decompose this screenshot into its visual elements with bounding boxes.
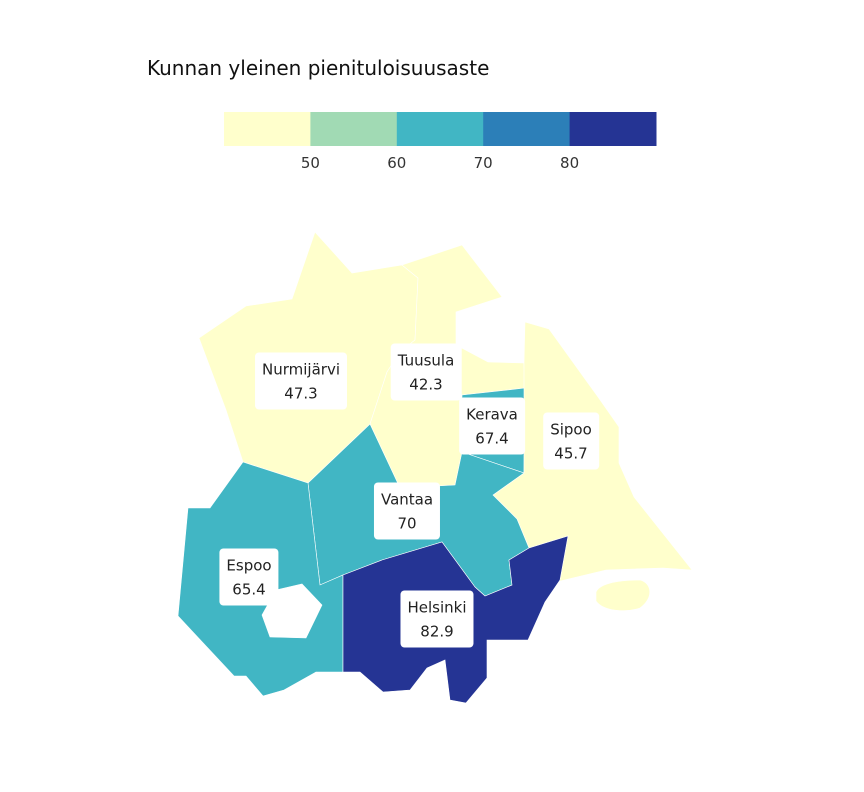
region-value: 42.3 <box>409 375 443 394</box>
region-name: Vantaa <box>380 490 434 509</box>
region-value: 67.4 <box>475 429 509 448</box>
legend-bin-0 <box>224 112 311 146</box>
legend-tick-label: 60 <box>387 154 407 172</box>
legend-bin-2 <box>396 112 484 146</box>
region-label: Espoo 65.4 <box>219 548 279 606</box>
region-value: 47.3 <box>284 384 318 403</box>
map-title: Kunnan yleinen pienituloisuusaste <box>147 56 490 80</box>
region-name: Tuusula <box>397 351 455 370</box>
region-name: Sipoo <box>550 420 592 439</box>
region-name: Espoo <box>226 556 272 575</box>
region-name: Kerava <box>466 405 518 424</box>
region-sipoo-island <box>595 579 651 611</box>
legend-tick-label: 50 <box>300 154 320 172</box>
region-label: Vantaa 70 <box>373 482 441 540</box>
region-value: 65.4 <box>232 580 266 599</box>
region-label: Nurmijärvi 47.3 <box>255 352 347 410</box>
legend-bin-4 <box>569 112 657 146</box>
legend-tick-label: 80 <box>560 154 580 172</box>
region-label: Tuusula 42.3 <box>390 343 462 401</box>
region-name: Nurmijärvi <box>262 360 340 379</box>
legend-bin-1 <box>310 112 398 146</box>
region-label: Sipoo 45.7 <box>543 412 599 470</box>
region-value: 45.7 <box>554 444 588 463</box>
region-label: Kerava 67.4 <box>459 397 525 455</box>
region-value: 70 <box>397 514 417 533</box>
region-label: Helsinki 82.9 <box>400 590 474 648</box>
region-name: Helsinki <box>407 598 467 617</box>
region-value: 82.9 <box>420 622 454 641</box>
legend-tick-label: 70 <box>473 154 493 172</box>
legend-bin-3 <box>483 112 571 146</box>
